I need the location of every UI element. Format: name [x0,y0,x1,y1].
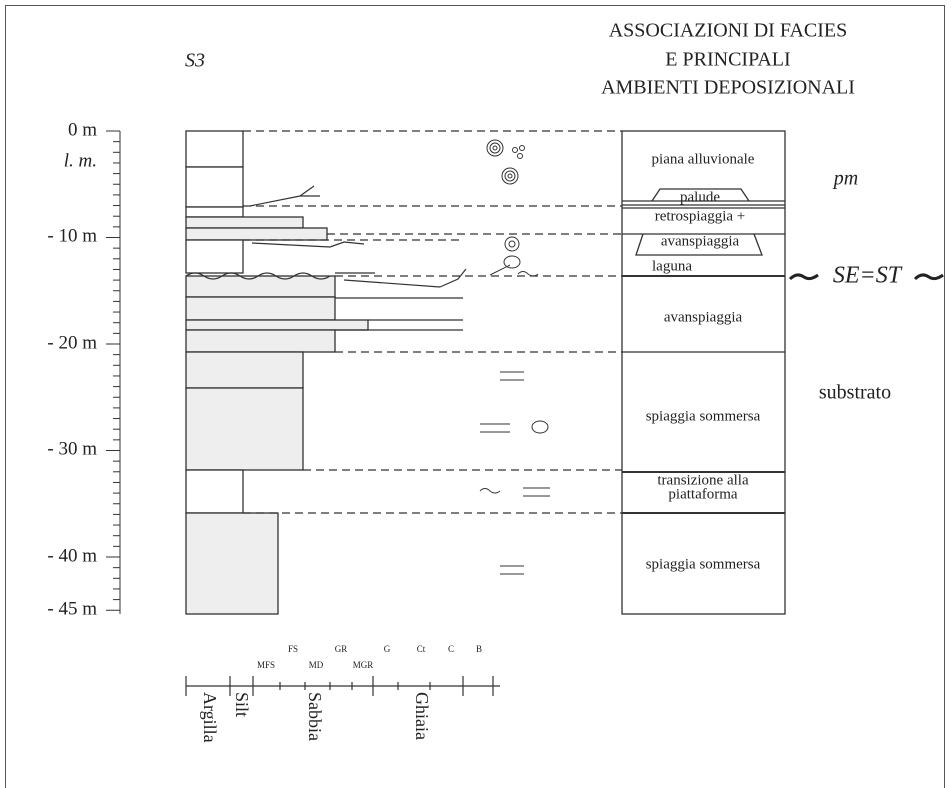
grain-class: Silt [232,692,252,717]
depth-label: 0 m [68,119,97,140]
depth-label: - 10 m [47,225,97,246]
stratigraphic-log: ASSOCIAZIONI DI FACIES E PRINCIPALI AMBI… [0,0,951,788]
depth-label: - 40 m [47,545,97,566]
grain-label: C [448,644,454,654]
depth-label: - 20 m [47,332,97,353]
log-name: S3 [185,50,205,72]
grain-label: GR [335,644,348,654]
grain-class: Ghiaia [412,692,432,740]
annotation: pm [832,168,858,190]
facies-label: spiaggia sommersa [646,408,761,424]
depth-label: - 45 m [47,598,97,619]
facies-label: avanspiaggia [664,309,743,325]
depth-label: l. m. [64,150,97,171]
grain-label: G [384,644,391,654]
grain-label: MD [309,660,324,670]
facies-label: palude [680,189,720,205]
grain-class: Argilla [200,692,220,743]
facies-label: spiaggia sommersa [646,556,761,572]
facies-label: piattaforma [668,486,737,502]
column [186,131,463,614]
annotation: SE=ST [833,263,903,289]
facies-label: piana alluvionale [652,151,755,167]
facies-label: laguna [652,258,692,274]
header-line: E PRINCIPALI [665,49,790,71]
frame [6,6,945,788]
grain-label: Ct [417,644,426,654]
grain-label: MFS [257,660,275,670]
depth-scale [106,131,120,614]
grain-label: B [476,644,482,654]
grain-class: Sabbia [305,692,325,741]
grain-label: FS [288,644,298,654]
fossil-symbols [480,140,550,574]
header-line: AMBIENTI DEPOSIZIONALI [601,77,855,99]
annotation: substrato [819,382,891,404]
facies-label: retrospiaggia + [655,208,746,224]
header-line: ASSOCIAZIONI DI FACIES [609,20,848,42]
facies-label: avanspiaggia [661,233,740,249]
grain-label: MGR [353,660,374,670]
depth-label: - 30 m [47,438,97,459]
